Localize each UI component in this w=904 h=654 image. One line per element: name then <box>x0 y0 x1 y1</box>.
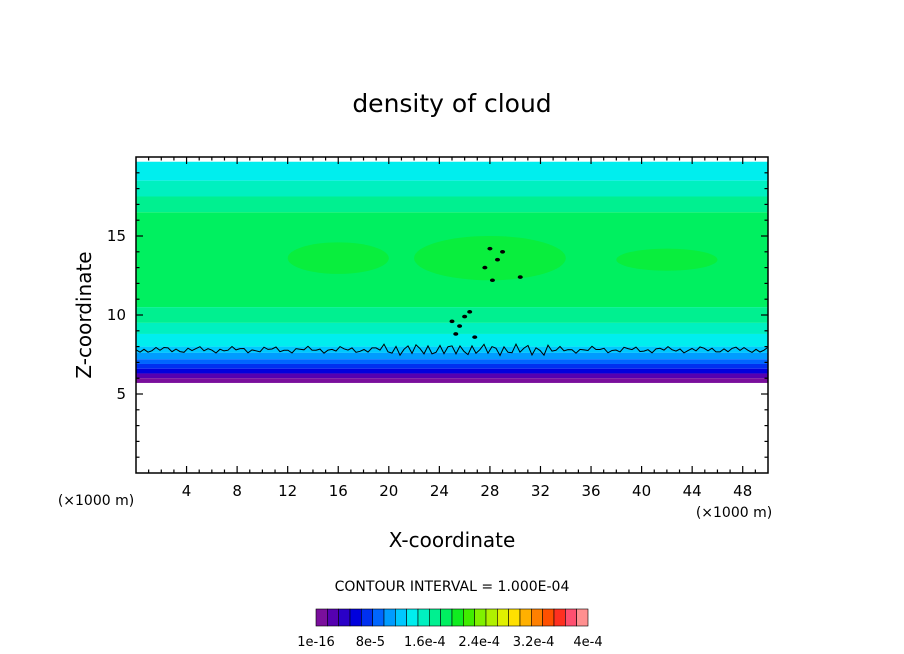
contour-cell <box>495 257 501 262</box>
colorbar-swatch <box>338 608 351 627</box>
colorbar-swatch <box>553 608 566 627</box>
colorbar-label: 1.6e-4 <box>404 635 446 650</box>
contour-cell <box>487 246 493 251</box>
colorbar-swatch <box>327 608 339 627</box>
colorbar-swatch <box>349 608 362 627</box>
contour-cell <box>500 250 506 254</box>
density-band-4 <box>136 307 768 323</box>
density-band-7 <box>136 346 768 353</box>
colorbar-label: 4e-4 <box>573 635 602 650</box>
colorbar-swatch <box>383 608 396 627</box>
density-band-8 <box>136 352 768 360</box>
colorbar-label: 3.2e-4 <box>513 635 555 650</box>
density-core-1 <box>414 236 566 281</box>
convective-cells <box>449 246 523 339</box>
colorbar-swatch <box>508 608 521 627</box>
colorbar-labels: 1e-16 8e-5 1.6e-4 2.4e-4 3.2e-4 4e-4 <box>297 635 602 650</box>
colorbar-swatch <box>531 608 543 627</box>
x-tick-label: 28 <box>480 482 499 500</box>
density-band-11 <box>136 368 768 374</box>
x-tick-label: 40 <box>632 482 651 500</box>
x-tick-label: 12 <box>278 482 297 500</box>
density-band-9 <box>136 359 768 364</box>
density-band-2 <box>136 196 768 213</box>
contour-cell <box>489 278 495 283</box>
colorbar-swatch <box>451 608 464 627</box>
x-tick-label: 24 <box>430 482 449 500</box>
colorbar-swatch <box>576 608 589 627</box>
y-tick-label: 5 <box>116 385 126 403</box>
x-tick-label: 20 <box>379 482 398 500</box>
y-unit-label: (×1000 m) <box>58 493 134 509</box>
colorbar-swatch <box>417 608 430 627</box>
y-tick-label: 15 <box>107 227 126 245</box>
colorbar-swatch <box>361 608 373 627</box>
x-tick-label: 36 <box>581 482 600 500</box>
y-tick-label: 10 <box>107 306 126 324</box>
x-tick-label: 4 <box>182 482 192 500</box>
contour-cell <box>467 310 473 314</box>
contour-cell <box>517 275 523 279</box>
colorbar-label: 1e-16 <box>297 635 335 650</box>
colorbar-swatch <box>429 608 441 627</box>
colorbar-swatch <box>485 608 498 627</box>
contour-cell <box>457 324 463 328</box>
chart-title: density of cloud <box>352 89 551 118</box>
density-band-1 <box>136 180 768 197</box>
x-unit-label: (×1000 m) <box>696 505 772 521</box>
colorbar-swatch <box>542 608 555 627</box>
density-band-13 <box>136 378 768 383</box>
density-band-12 <box>136 373 768 379</box>
density-band-5 <box>136 322 768 334</box>
x-tick-label: 48 <box>733 482 752 500</box>
density-band-6 <box>136 333 768 347</box>
colorbar-swatch <box>463 608 475 627</box>
colorbar <box>315 608 589 627</box>
x-tick-label: 8 <box>232 482 242 500</box>
colorbar-swatch <box>565 608 577 627</box>
contour-line <box>136 342 768 357</box>
colorbar-label: 2.4e-4 <box>458 635 500 650</box>
contour-cell <box>453 332 459 336</box>
cloud-density-field <box>136 161 768 473</box>
density-core-0 <box>287 242 389 274</box>
contour-cell <box>482 265 488 270</box>
colorbar-swatch <box>406 608 419 627</box>
density-band-10 <box>136 363 768 369</box>
colorbar-swatch <box>474 608 487 627</box>
colorbar-swatch <box>519 608 532 627</box>
contour-cell <box>449 319 455 324</box>
colorbar-swatch <box>395 608 407 627</box>
colorbar-swatch <box>497 608 509 627</box>
y-axis-title: Z-coordinate <box>72 251 96 378</box>
contour-interval-text: CONTOUR INTERVAL = 1.000E-04 <box>335 579 570 595</box>
x-tick-label: 44 <box>683 482 702 500</box>
contour-cell <box>462 314 468 319</box>
x-tick-label: 32 <box>531 482 550 500</box>
colorbar-label: 8e-5 <box>356 635 385 650</box>
field-lower-edge <box>136 382 768 473</box>
colorbar-swatch <box>440 608 453 627</box>
density-core-2 <box>616 248 718 271</box>
x-tick-label: 16 <box>329 482 348 500</box>
x-axis-title: X-coordinate <box>389 528 516 552</box>
contour-cell <box>472 335 478 339</box>
density-band-0 <box>136 161 768 181</box>
colorbar-swatch <box>315 608 328 627</box>
colorbar-swatch <box>372 608 385 627</box>
